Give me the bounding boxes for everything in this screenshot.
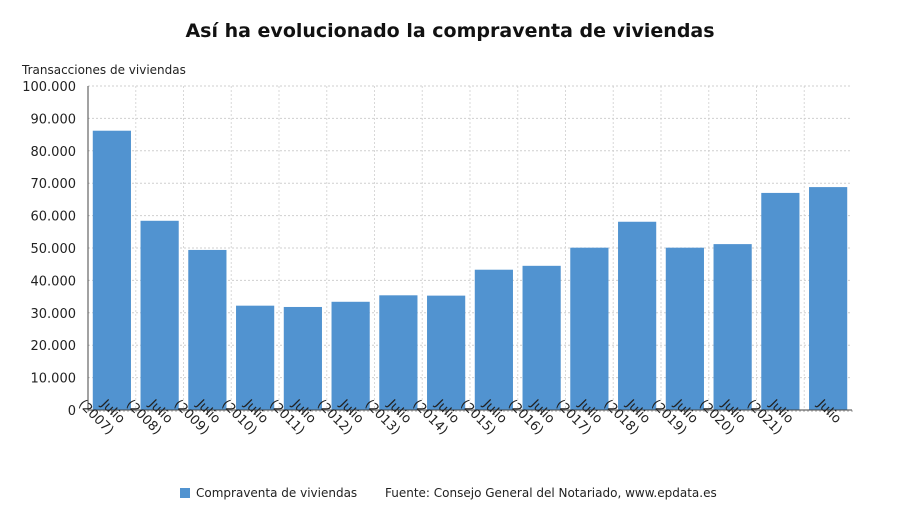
y-tick-label: 60.000 xyxy=(31,210,77,225)
y-tick-label: 0 xyxy=(68,404,76,419)
bar xyxy=(761,192,800,410)
y-axis-ticks: 0 10.000 20.000 30.000 40.000 50.000 60.000 70.… xyxy=(22,80,76,419)
bar xyxy=(474,269,513,410)
bar xyxy=(522,265,561,410)
y-tick-label: 70.000 xyxy=(31,177,77,192)
bar xyxy=(809,187,848,410)
y-tick-label: 30.000 xyxy=(31,307,77,322)
y-tick-label: 10.000 xyxy=(31,372,77,387)
bars xyxy=(92,130,848,410)
bar xyxy=(427,295,466,410)
y-tick-label: 20.000 xyxy=(31,339,77,354)
bar xyxy=(283,306,322,410)
y-tick-label: 90.000 xyxy=(31,112,77,127)
bar xyxy=(92,130,131,410)
bar xyxy=(379,295,418,410)
bar xyxy=(140,220,179,410)
y-tick-label: 40.000 xyxy=(31,274,77,289)
bar xyxy=(236,305,275,410)
source-note: Fuente: Consejo General del Notariado, w… xyxy=(385,486,717,500)
legend: Compraventa de viviendas xyxy=(180,486,357,500)
bar xyxy=(188,249,227,410)
y-axis-label: Transacciones de viviendas xyxy=(21,63,186,77)
y-tick-label: 50.000 xyxy=(31,242,77,257)
bar xyxy=(331,301,370,410)
chart-title: Así ha evolucionado la compraventa de vi… xyxy=(185,20,715,42)
bar xyxy=(618,221,657,410)
bar xyxy=(713,244,752,410)
axes xyxy=(87,86,853,412)
y-tick-label: 100.000 xyxy=(22,80,76,95)
legend-label: Compraventa de viviendas xyxy=(196,486,358,500)
bar xyxy=(665,247,704,410)
grid-lines xyxy=(88,85,852,410)
legend-swatch xyxy=(180,488,190,498)
y-tick-label: 80.000 xyxy=(31,145,77,160)
bar xyxy=(570,247,609,410)
